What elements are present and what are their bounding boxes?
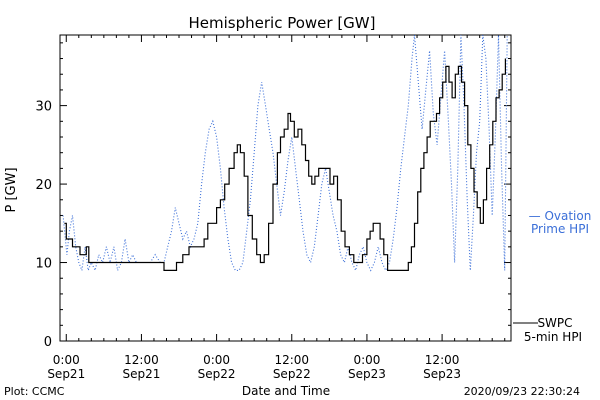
series-layer [62, 34, 508, 273]
y-tick-label: 20 [35, 178, 52, 193]
x-tick-label-date: Sep21 [122, 367, 160, 381]
y-axis: 0 10 20 30 [35, 42, 511, 350]
x-tick-label-date: Sep23 [348, 367, 386, 381]
x-tick-label-time: 12:00 [124, 353, 159, 367]
y-axis-label: P [GW] [4, 167, 19, 212]
x-tick-label-time: 0:00 [353, 353, 380, 367]
plot-credit: Plot: CCMC [4, 385, 65, 398]
series-swpc-line [64, 58, 506, 271]
y-tick-label: 10 [35, 257, 52, 272]
x-tick-label-date: Sep22 [198, 367, 236, 381]
x-tick-label-time: 12:00 [425, 353, 460, 367]
x-tick-label-time: 0:00 [203, 353, 230, 367]
x-axis-label: Date and Time [242, 384, 330, 398]
chart-title: Hemispheric Power [GW] [189, 14, 376, 32]
x-tick-label-date: Sep22 [273, 367, 311, 381]
y-tick-label: 0 [44, 335, 52, 350]
x-axis: 0:00Sep2112:00Sep210:00Sep2212:00Sep220:… [47, 35, 506, 381]
series-ovation-line [62, 34, 508, 273]
plot-timestamp: 2020/09/23 22:30:24 [464, 385, 580, 398]
x-tick-label-time: 12:00 [274, 353, 309, 367]
legend-swpc-line2: 5-min HPI [524, 330, 582, 344]
legend-ovation-line1: — Ovation [529, 209, 592, 223]
legend-ovation-line2: Prime HPI [531, 222, 589, 236]
legend-swpc-line1: SWPC [537, 316, 572, 330]
plot-frame [59, 34, 512, 342]
x-tick-label-date: Sep23 [423, 367, 461, 381]
x-tick-label-date: Sep21 [47, 367, 85, 381]
x-tick-label-time: 0:00 [53, 353, 80, 367]
y-tick-label: 30 [35, 100, 52, 115]
